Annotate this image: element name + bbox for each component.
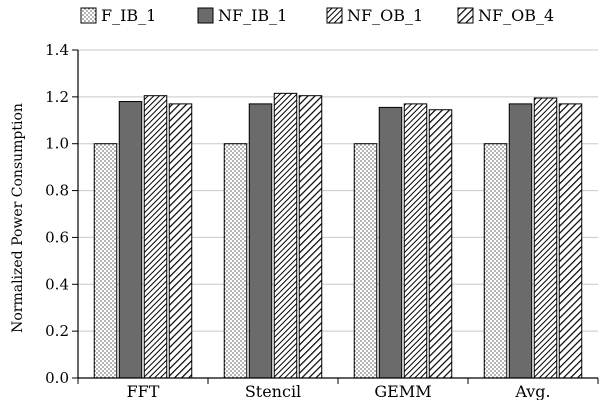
bar-f-ib-1-stencil [223, 143, 248, 379]
y-tick-label: 0.4 [45, 275, 69, 293]
axes [72, 49, 599, 384]
bar-nf-ib-1-avg [508, 103, 533, 379]
y-tick-label: 0.0 [45, 369, 69, 387]
x-category-label: GEMM [374, 382, 431, 400]
legend-swatch [457, 7, 474, 24]
legend-label: NF_IB_1 [218, 6, 287, 25]
legend-swatch [326, 7, 343, 24]
bar-nf-ib-1-fft [118, 101, 143, 379]
bar-nf-ob-1-fft [143, 95, 168, 379]
bar-nf-ib-1-gemm [378, 106, 403, 379]
y-tick-label: 1.0 [45, 135, 69, 153]
y-tick-label: 0.2 [45, 322, 69, 340]
legend-label: NF_OB_1 [347, 6, 423, 25]
legend-label: F_IB_1 [101, 6, 156, 25]
bars [93, 92, 583, 379]
bar-nf-ob-1-avg [533, 97, 558, 379]
bar-nf-ob-1-gemm [403, 103, 428, 379]
bar-nf-ob-4-gemm [428, 109, 453, 379]
legend-swatch [197, 7, 214, 24]
bar-f-ib-1-fft [93, 143, 118, 379]
bar-f-ib-1-gemm [353, 143, 378, 379]
y-tick-label: 1.2 [45, 88, 69, 106]
y-axis-title: Normalized Power Consumption [10, 103, 26, 333]
x-category-label: FFT [127, 382, 160, 400]
x-category-label: Stencil [245, 382, 301, 400]
legend-label: NF_OB_4 [478, 6, 554, 25]
y-tick-label: 1.4 [45, 41, 69, 59]
legend: F_IB_1 NF_IB_1 NF_OB_1 NF_OB_4 [80, 6, 554, 25]
x-category-labels: FFT Stencil GEMM Avg. [127, 382, 551, 400]
bar-nf-ib-1-stencil [248, 103, 273, 379]
bar-nf-ob-4-stencil [298, 95, 323, 379]
y-tick-label: 0.6 [45, 228, 69, 246]
legend-swatch [80, 7, 97, 24]
bar-nf-ob-4-avg [558, 103, 583, 379]
bar-nf-ob-1-stencil [273, 92, 298, 379]
bar-f-ib-1-avg [483, 143, 508, 379]
y-tick-label: 0.8 [45, 182, 69, 200]
x-category-label: Avg. [514, 382, 550, 400]
bar-nf-ob-4-fft [168, 103, 193, 379]
y-tick-labels: 0.0 0.2 0.4 0.6 0.8 1.0 1.2 1.4 [45, 41, 69, 387]
